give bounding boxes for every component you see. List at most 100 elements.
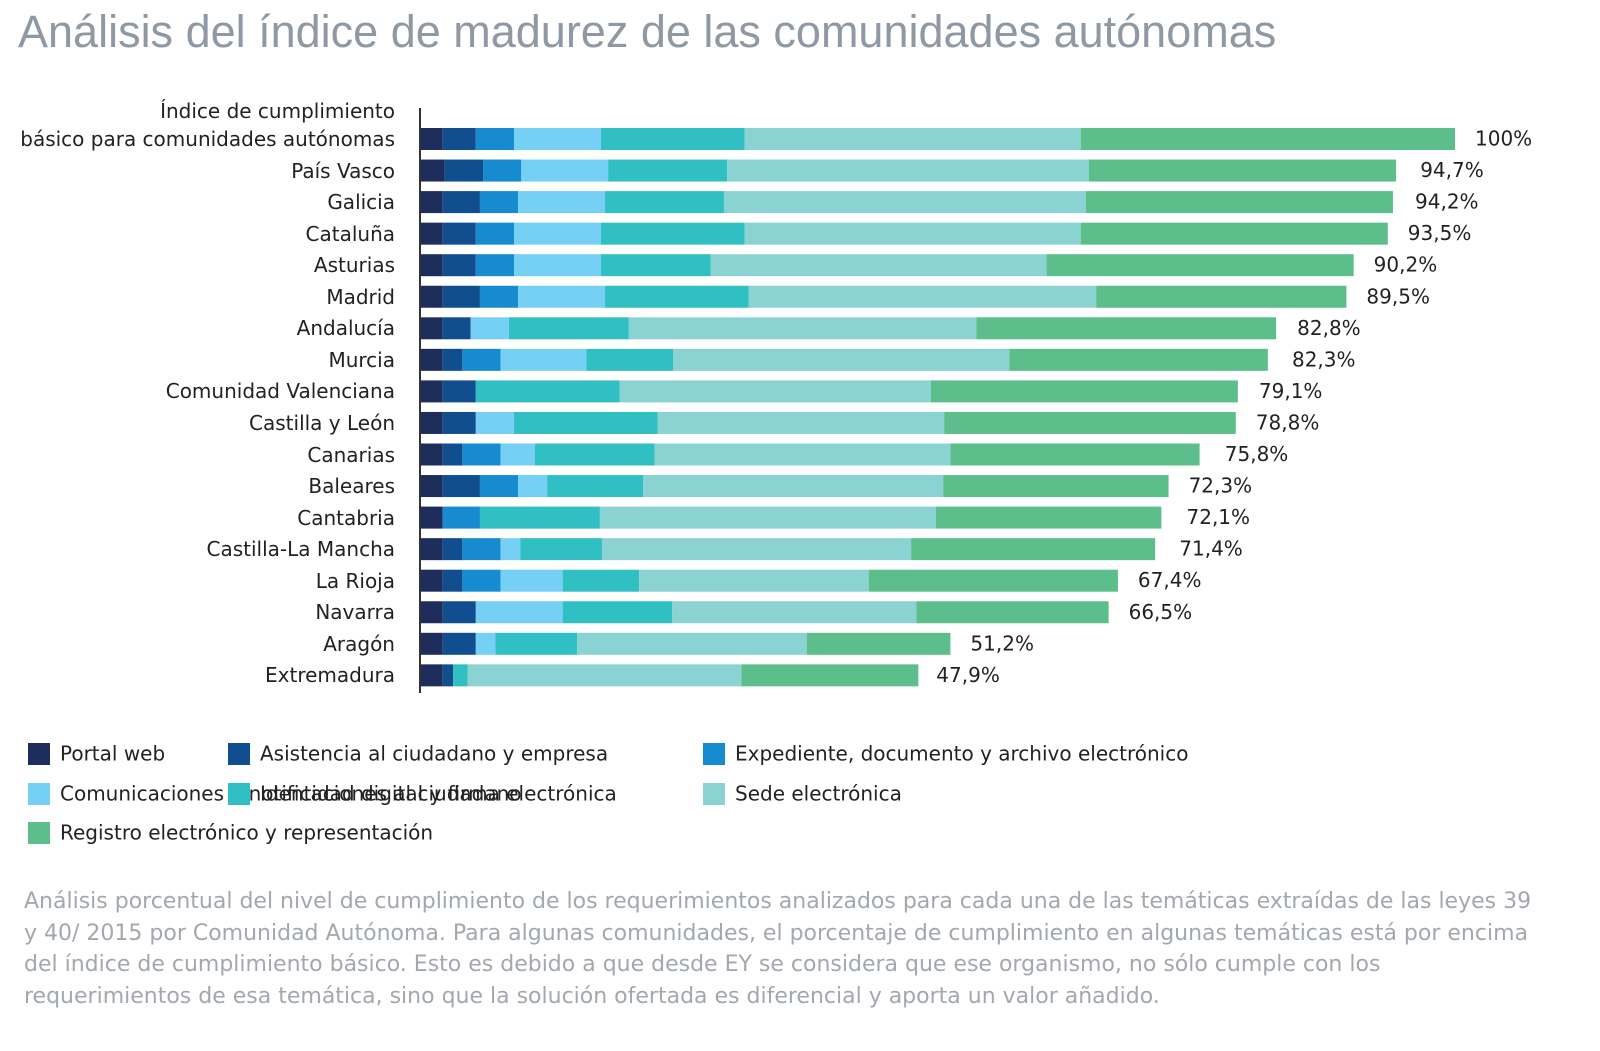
bar-segment <box>462 443 501 466</box>
bar-segment <box>442 411 476 434</box>
bar-segment <box>475 254 515 277</box>
bar-segment <box>600 254 711 277</box>
bar-segment <box>467 664 742 687</box>
bar-segment <box>520 538 602 561</box>
bar-segment <box>442 475 480 498</box>
bar-segment <box>462 538 501 561</box>
bar-segment <box>421 632 443 655</box>
legend-label: Registro electrónico y representación <box>60 821 433 845</box>
bar-segment <box>723 191 1086 214</box>
bar-segment <box>462 569 501 592</box>
bar-segment <box>950 443 1200 466</box>
bar-segment <box>727 159 1089 182</box>
total-label: 78,8% <box>1256 410 1320 434</box>
legend-swatch <box>28 822 50 844</box>
total-label: 51,2% <box>970 631 1034 655</box>
bar-segment <box>1080 128 1455 150</box>
bar-segment <box>475 128 515 150</box>
bar-segment <box>741 664 919 687</box>
total-label: 90,2% <box>1374 253 1438 277</box>
bar-segment <box>944 411 1236 434</box>
bar-segment <box>442 538 463 561</box>
bar-segment <box>628 317 977 340</box>
bar-segment <box>930 380 1238 403</box>
category-label: Murcia <box>328 347 395 372</box>
bar-segment <box>479 475 519 498</box>
bar-segment <box>479 285 519 308</box>
bar-segment <box>421 443 443 466</box>
legend-swatch <box>228 783 250 805</box>
bar-segment <box>605 191 724 214</box>
bar-segment <box>935 506 1162 529</box>
total-label: 94,2% <box>1415 190 1479 214</box>
bar-segment <box>421 601 443 624</box>
bar-segment <box>868 569 1118 592</box>
legend-label: Portal web <box>60 742 165 766</box>
bar-segment <box>421 411 443 434</box>
bar-segment <box>518 191 606 214</box>
bar-segment <box>442 128 476 150</box>
total-label: 72,3% <box>1189 474 1253 498</box>
bar-segment <box>534 443 655 466</box>
total-label: 89,5% <box>1366 284 1430 308</box>
bar-segment <box>600 222 745 245</box>
bar-segment <box>601 538 912 561</box>
bar-segment <box>442 285 480 308</box>
category-label: Andalucía <box>296 316 395 341</box>
bar-segment <box>744 128 1081 150</box>
bar-segment <box>586 348 674 371</box>
bar-segment <box>514 254 601 277</box>
chart: 100% 94,7% 94,2% 93,5% 90,2% 89,5%82,8% 82,3% 7… <box>28 108 1532 845</box>
total-label: 71,4% <box>1179 537 1243 561</box>
bar-segment <box>479 191 519 214</box>
bar-segment <box>442 191 480 214</box>
bar-segment <box>442 664 454 687</box>
bar-segment <box>475 632 496 655</box>
bar-segment <box>518 475 548 498</box>
category-label: Madrid <box>326 284 395 309</box>
bar-segment <box>1088 159 1397 182</box>
bar-segment <box>1046 254 1354 277</box>
bar-segment <box>421 159 445 182</box>
total-label: 67,4% <box>1138 568 1202 592</box>
bar-segment <box>943 475 1169 498</box>
bar-segment <box>1085 191 1393 214</box>
legend-label: Asistencia al ciudadano y empresa <box>260 742 608 766</box>
total-label: 100% <box>1475 127 1532 151</box>
bar-segment <box>421 254 443 277</box>
bar-segment <box>470 317 509 340</box>
bar-segment <box>976 317 1277 340</box>
bar-segment <box>600 128 745 150</box>
bar-segment <box>421 569 443 592</box>
legend-label: Identidad digital y firma electrónica <box>260 782 617 806</box>
bar-segment <box>643 475 944 498</box>
bar-segment <box>421 538 443 561</box>
bar-segment <box>442 222 476 245</box>
bar-segment <box>475 411 515 434</box>
bar-segment <box>421 475 443 498</box>
total-label: 75,8% <box>1225 442 1289 466</box>
bar-segment <box>475 380 620 403</box>
bar-segment <box>599 506 936 529</box>
bar-segment <box>521 159 609 182</box>
bar-segment <box>748 285 1097 308</box>
category-label: Canarias <box>307 442 395 467</box>
legend-label: Comunicaciones y notificaciones al ciuda… <box>60 782 522 806</box>
category-label: Castilla-La Mancha <box>206 537 396 562</box>
bar-segment <box>421 285 443 308</box>
bar-segment <box>453 664 468 687</box>
category-label: Asturias <box>313 253 395 278</box>
bar-segment <box>744 222 1081 245</box>
legend-swatch <box>28 743 50 765</box>
bar-segment <box>442 317 471 340</box>
bar-segment <box>421 506 443 529</box>
bar-segment <box>483 159 522 182</box>
bar-segment <box>911 538 1156 561</box>
bar-segment <box>442 506 480 529</box>
bar-segment <box>500 538 521 561</box>
bar-segment <box>562 569 640 592</box>
total-label: 82,3% <box>1292 347 1356 371</box>
category-label: País Vasco <box>291 158 395 183</box>
bar-segment <box>442 632 476 655</box>
